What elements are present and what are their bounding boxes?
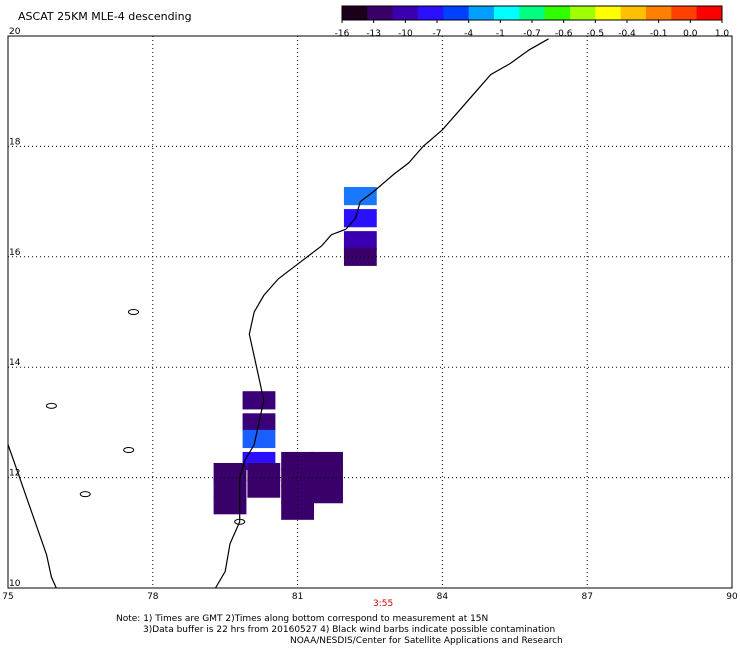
wind-cell	[213, 479, 247, 498]
island-outline	[45, 402, 57, 409]
wind-cell	[343, 231, 377, 250]
colorbar-tick-label: 1.0	[715, 29, 730, 39]
colorbar-swatch	[570, 6, 596, 20]
wind-cell	[281, 468, 315, 487]
wind-cell	[310, 468, 343, 487]
colorbar-swatch	[544, 6, 571, 20]
lat-tick-label: 12	[9, 469, 20, 479]
island-outline	[123, 447, 135, 453]
wind-cell	[213, 462, 247, 482]
colorbar-swatch	[519, 6, 546, 20]
colorbar-tick-label: -16	[335, 29, 350, 39]
colorbar-tick-label: 0.0	[683, 29, 698, 39]
colorbar-tick-label: -1	[496, 29, 505, 39]
colorbar-swatch	[595, 6, 622, 20]
wind-cell	[242, 429, 276, 449]
lon-tick-label: 75	[2, 592, 13, 600]
wind-cell	[281, 501, 315, 520]
lon-tick-label: 87	[581, 592, 592, 600]
colorbar-swatch	[342, 6, 368, 20]
colorbar-swatch	[696, 6, 723, 20]
colorbar-swatch	[392, 6, 419, 20]
colorbar-tick-label: -0.7	[523, 29, 541, 39]
colorbar-tick-label: -4	[464, 29, 473, 39]
island-outline	[234, 518, 246, 525]
colorbar-tick-label: -10	[398, 29, 413, 39]
wind-cell	[343, 186, 377, 206]
colorbar-tick-label: -13	[366, 29, 381, 39]
colorbar-tick-label: -0.5	[587, 29, 605, 39]
lon-tick-label: 81	[292, 592, 303, 600]
lat-tick-label: 16	[9, 248, 21, 258]
colorbar-swatch	[646, 6, 672, 20]
lon-tick-label: 78	[147, 592, 159, 600]
note-line-2: 3)Data buffer is 22 hrs from 20160527 4)…	[143, 625, 556, 635]
lat-tick-label: 18	[9, 137, 21, 147]
colorbar-tick-label: -0.1	[650, 29, 668, 39]
island-outline	[79, 491, 91, 498]
colorbar-swatch	[494, 6, 520, 20]
colorbar: -16 -13 -10 -7 -4 -1 -0.7 -0.6 -0.5 -0.4 -0.1 0.0 1.…	[335, 5, 730, 39]
colorbar-swatch	[443, 6, 470, 20]
map: 75 78 81 84 87 90 20 18 16 14 12 10	[2, 27, 738, 600]
lon-tick-label: 90	[726, 592, 738, 600]
colorbar-swatch	[468, 6, 495, 20]
lon-tick-label: 84	[437, 592, 449, 600]
wind-cell	[247, 462, 281, 482]
lat-tick-label: 20	[9, 27, 21, 37]
colorbar-swatch	[418, 6, 444, 20]
wind-cell	[213, 496, 247, 515]
colorbar-swatch	[671, 6, 698, 20]
colorbar-tick-label: -0.6	[555, 29, 573, 39]
colorbar-swatch	[620, 6, 647, 20]
colorbar-tick-label: -0.4	[618, 29, 636, 39]
island-outline	[127, 309, 139, 315]
east-coastline	[214, 38, 549, 589]
note-line-1: Note: 1) Times are GMT 2)Times along bot…	[116, 614, 489, 624]
wind-cell	[310, 451, 343, 471]
wind-cell	[281, 485, 315, 504]
wind-cell	[343, 209, 377, 228]
time-label: 3:55	[373, 599, 394, 609]
wind-cell	[281, 451, 315, 471]
wind-cell	[247, 479, 281, 498]
wind-cell	[242, 391, 276, 410]
note-line-3: NOAA/NESDIS/Center for Satellite Applica…	[290, 636, 563, 646]
colorbar-tick-label: -7	[433, 29, 442, 39]
west-coastline	[7, 444, 57, 589]
wind-cell	[310, 485, 343, 504]
plot-title: ASCAT 25KM MLE-4 descending	[18, 10, 192, 23]
lat-tick-label: 10	[9, 579, 21, 589]
lat-tick-label: 14	[9, 358, 21, 368]
colorbar-swatch	[367, 6, 394, 20]
